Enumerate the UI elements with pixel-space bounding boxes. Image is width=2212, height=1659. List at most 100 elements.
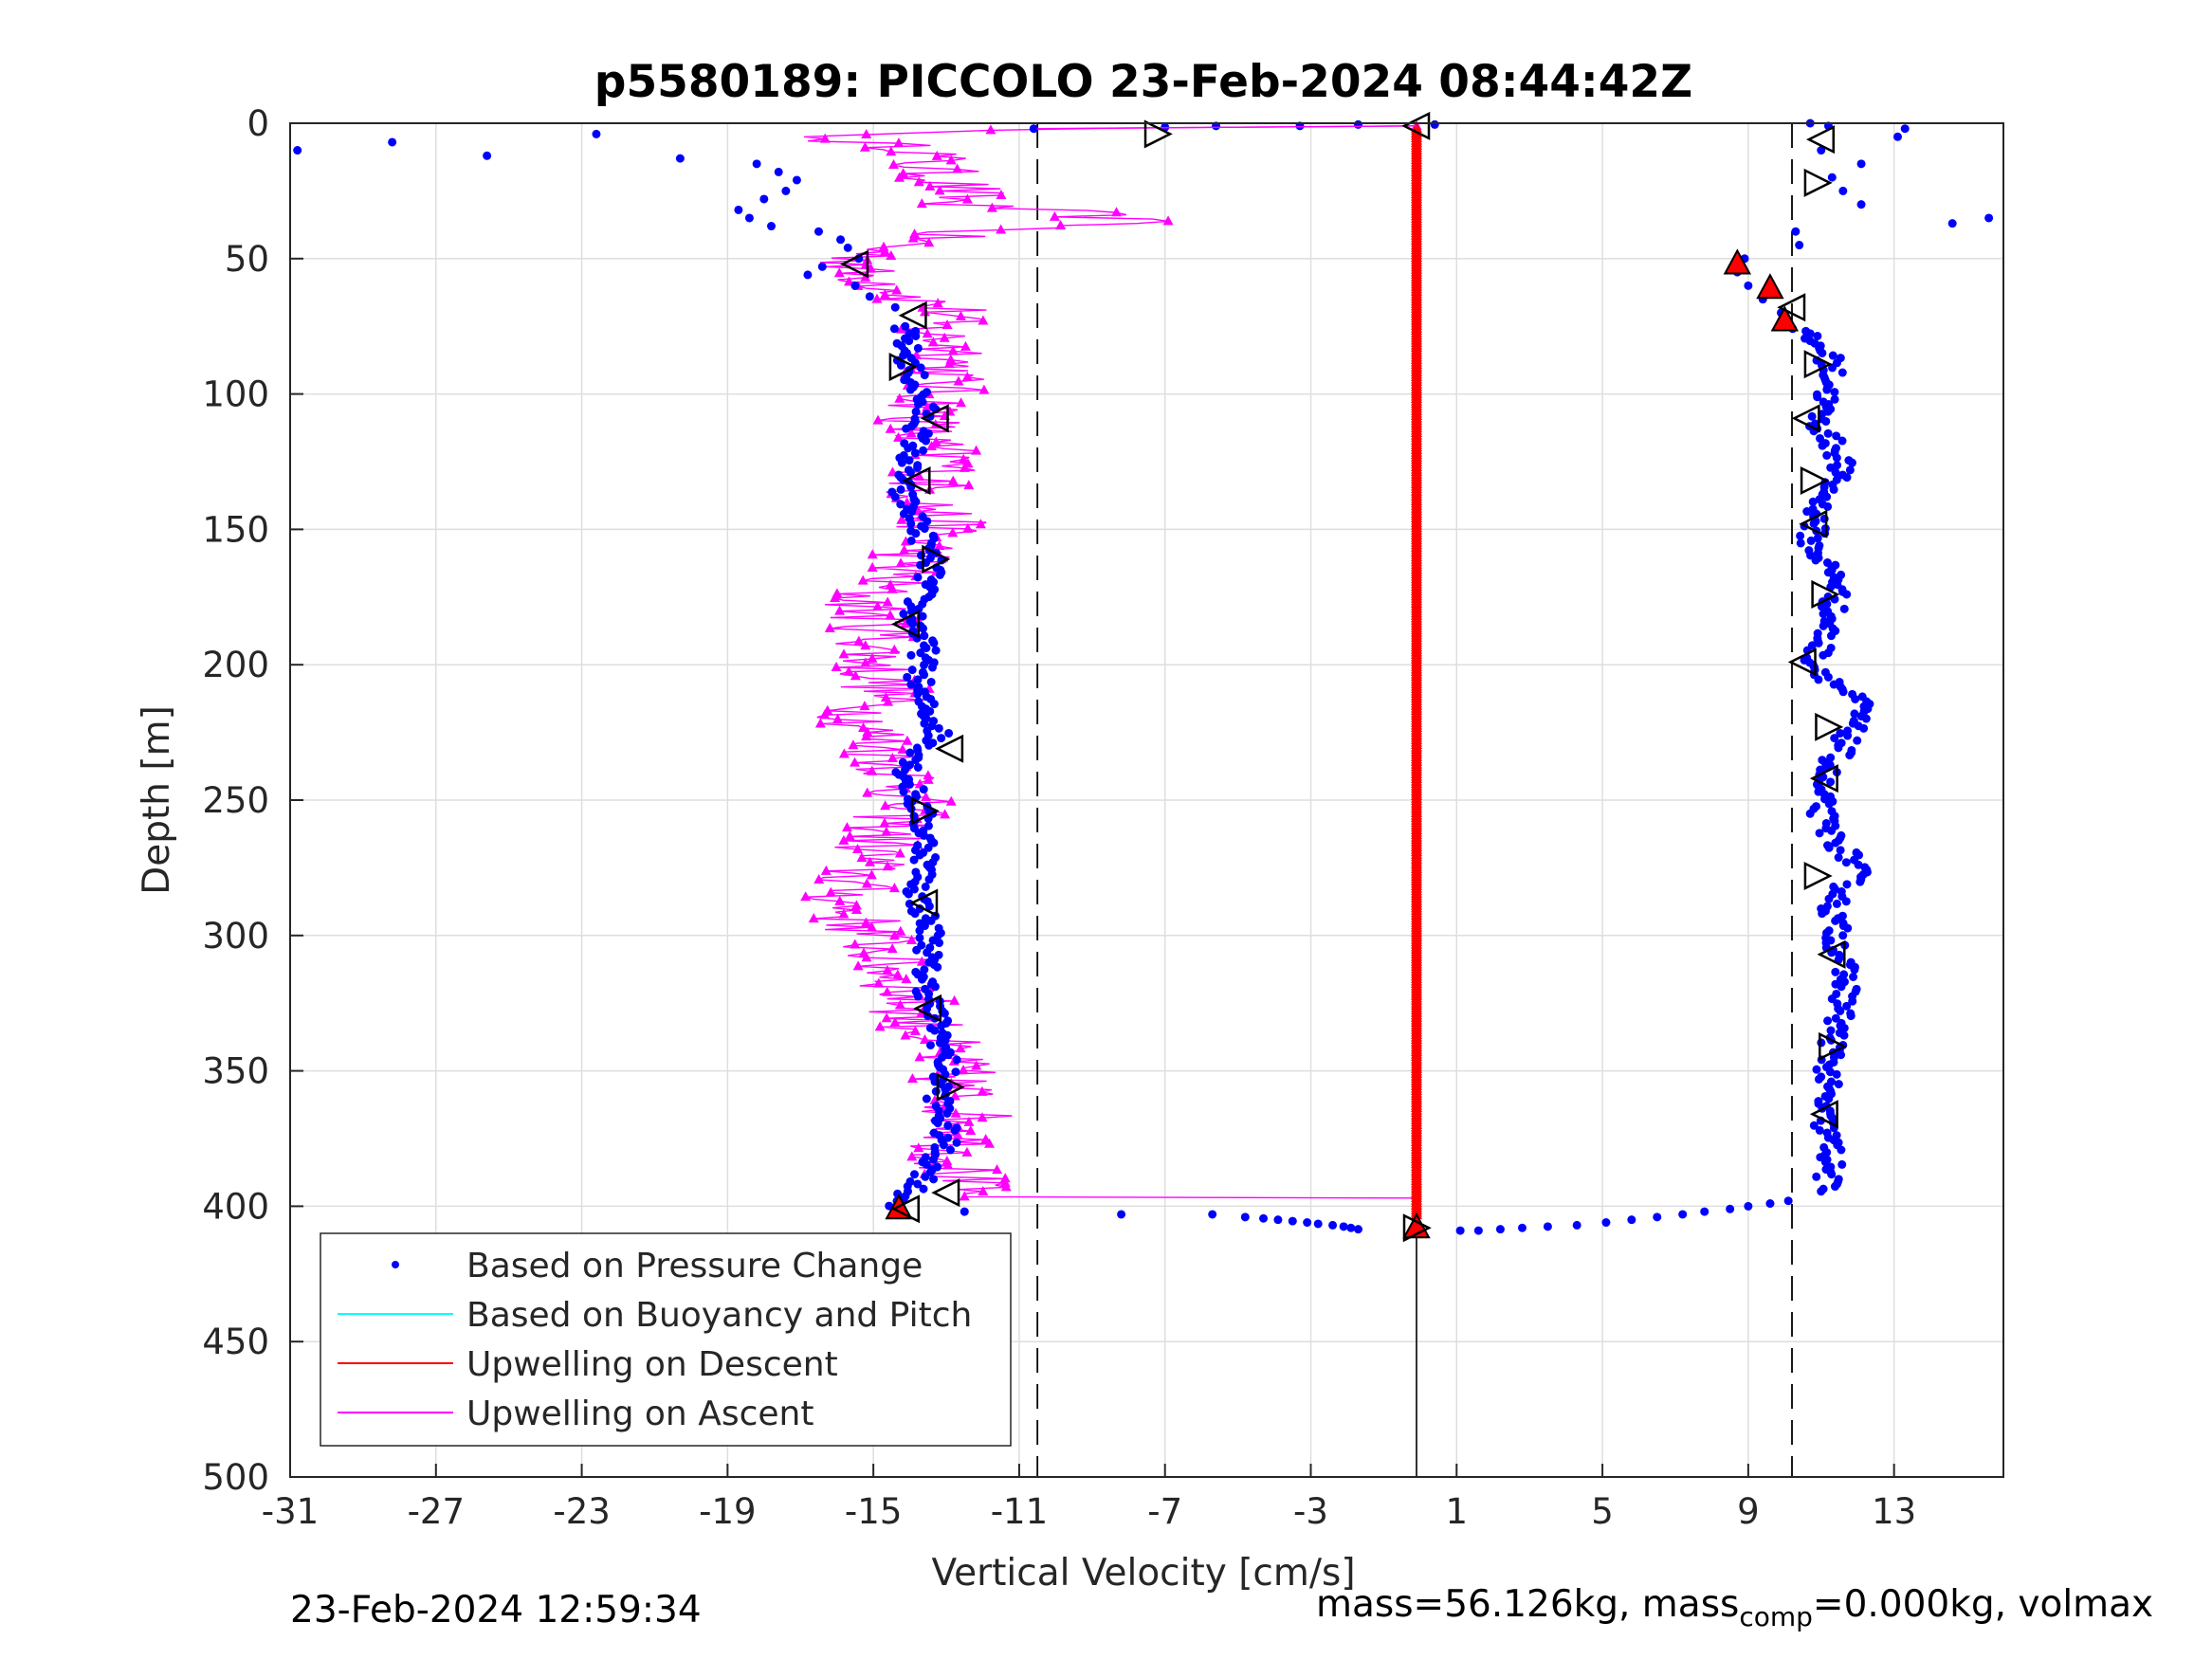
pressure-change-point [920, 660, 929, 669]
pressure-change-point [1700, 1207, 1709, 1216]
ascent-upwelling-point [882, 861, 893, 871]
pressure-change-point [1346, 1223, 1356, 1232]
ascent-upwelling-point [901, 974, 912, 984]
ascent-upwelling-point [926, 441, 938, 451]
ascent-upwelling-point [850, 757, 861, 767]
pressure-change-point [1817, 146, 1826, 155]
pressure-change-point [1809, 1121, 1819, 1130]
pressure-change-point [1827, 826, 1837, 835]
pressure-change-point [1842, 473, 1852, 483]
pressure-change-point [952, 1055, 961, 1065]
buoyancy-pitch-marker [1787, 647, 1817, 677]
pressure-change-point [1829, 680, 1838, 689]
pressure-change-point [1572, 1220, 1581, 1230]
pressure-change-point [899, 509, 908, 519]
pressure-change-point [919, 785, 928, 794]
pressure-change-point [1843, 923, 1853, 933]
ascent-upwelling-point [985, 124, 996, 135]
ascent-upwelling-point [882, 596, 893, 607]
ascent-upwelling-point [965, 1125, 977, 1136]
pressure-change-point [919, 624, 928, 633]
ascent-upwelling-point [841, 822, 852, 832]
buoyancy-pitch-marker [931, 1178, 960, 1208]
ascent-upwelling-point [860, 657, 871, 667]
ascent-upwelling-point [905, 428, 917, 438]
y-tick-label: 500 [202, 1457, 269, 1498]
buoyancy-pitch-marker [1811, 579, 1840, 609]
pressure-change-point [1856, 159, 1866, 169]
ascent-upwelling-point [977, 1112, 988, 1122]
pressure-change-point [865, 292, 874, 301]
pressure-change-point [913, 1179, 923, 1189]
ascent-upwelling-point [894, 848, 905, 858]
pressure-change-point [774, 167, 783, 176]
pressure-change-point [1818, 348, 1827, 357]
ascent-upwelling-point [960, 340, 971, 351]
ascent-upwelling-point [922, 328, 933, 338]
pressure-change-point [1853, 736, 1862, 745]
ascent-upwelling-point [887, 158, 899, 169]
ascent-upwelling-point [881, 826, 892, 836]
ascent-upwelling-point [873, 977, 885, 988]
pressure-change-point [1823, 501, 1833, 511]
ascent-upwelling-point [856, 852, 868, 863]
pressure-change-point [1826, 777, 1836, 787]
pressure-change-point [909, 884, 919, 894]
pressure-change-point [905, 779, 914, 789]
pressure-change-point [1832, 453, 1841, 463]
ascent-upwelling-point [996, 224, 1007, 234]
ascent-upwelling-point [959, 462, 970, 472]
pressure-change-point [1847, 458, 1856, 467]
pressure-change-point [920, 524, 929, 534]
pressure-change-point [1821, 416, 1831, 426]
pressure-change-point [904, 444, 913, 453]
pressure-change-point [914, 604, 923, 613]
ascent-upwelling-point [872, 414, 884, 425]
pressure-change-point [1832, 431, 1841, 441]
pressure-change-point [1830, 388, 1839, 397]
descent-marker-triangle [1756, 273, 1784, 300]
x-tick-label: -15 [845, 1491, 902, 1532]
pressure-change-point [1824, 894, 1834, 903]
ascent-upwelling-point [852, 960, 864, 971]
plot-area [293, 111, 1994, 1243]
ascent-upwelling-point [824, 622, 835, 632]
buoyancy-pitch-marker [1809, 1100, 1838, 1129]
pressure-change-point [913, 992, 923, 1001]
pressure-change-point [843, 243, 852, 252]
pressure-change-point [1831, 467, 1840, 477]
pressure-change-point [905, 899, 914, 908]
pressure-change-point [1814, 675, 1823, 684]
pressure-change-point [1795, 241, 1804, 250]
pressure-change-point [1832, 1069, 1841, 1079]
pressure-change-point [1824, 799, 1834, 809]
ascent-upwelling-point [942, 1159, 954, 1170]
pressure-change-point [1838, 186, 1848, 195]
pressure-change-point [911, 331, 921, 340]
pressure-change-point [1828, 363, 1837, 373]
ascent-upwelling-point [832, 713, 844, 723]
pressure-change-point [908, 619, 918, 629]
pressure-change-point [935, 1038, 944, 1048]
pressure-change-point [903, 672, 912, 682]
ascent-upwelling-point [949, 994, 960, 1005]
pressure-change-point [1841, 897, 1851, 906]
pressure-change-point [911, 529, 921, 538]
ascent-upwelling-point [959, 1191, 970, 1201]
ascent-upwelling-point [923, 774, 934, 784]
pressure-change-point [889, 324, 899, 334]
pressure-change-point [931, 646, 941, 655]
pressure-change-point [1806, 536, 1816, 545]
ascent-upwelling-point [833, 267, 845, 278]
pressure-change-point [1653, 1212, 1662, 1222]
ascent-upwelling-point [934, 185, 945, 195]
pressure-change-point [1837, 436, 1847, 446]
pressure-change-point [920, 631, 929, 641]
ascent-upwelling-point [850, 903, 862, 914]
ascent-upwelling-point [955, 310, 966, 320]
ascent-upwelling-point [1055, 219, 1067, 229]
pressure-change-point [940, 1009, 949, 1018]
pressure-change-point [1814, 638, 1823, 647]
buoyancy-pitch-marker [1401, 111, 1431, 140]
pressure-change-point [1455, 1226, 1465, 1235]
